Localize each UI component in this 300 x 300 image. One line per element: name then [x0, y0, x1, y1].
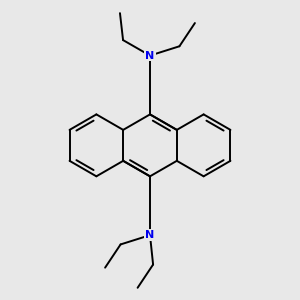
Text: N: N	[146, 230, 154, 240]
Text: N: N	[146, 51, 154, 61]
